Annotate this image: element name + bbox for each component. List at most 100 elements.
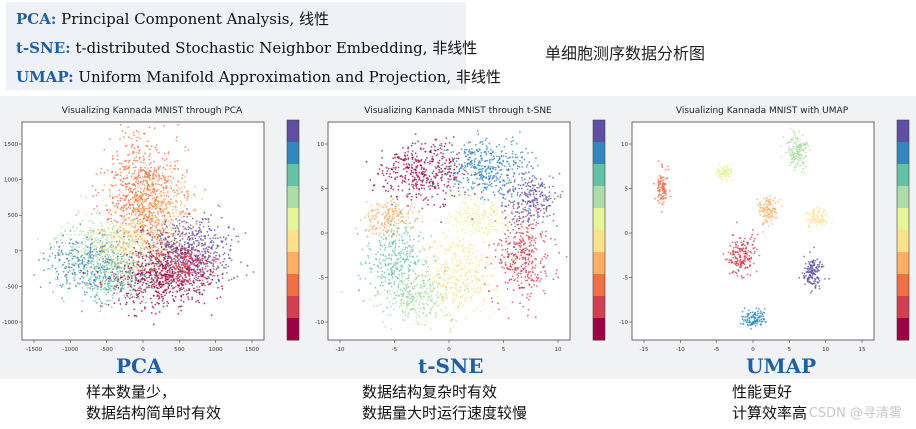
- y-tick-label: 0: [625, 231, 629, 237]
- x-tick-label: 1000: [209, 347, 223, 353]
- x-tick-label: 0: [751, 347, 755, 353]
- colorbar-segment: [897, 318, 909, 341]
- note-tsne: 数据结构复杂时有效 数据量大时运行速度较慢: [362, 382, 527, 424]
- cluster-orange: [653, 160, 672, 213]
- note-line: 数据量大时运行速度较慢: [362, 404, 528, 422]
- x-tick-label: 10: [555, 347, 562, 353]
- colorbar-segment: [593, 252, 605, 275]
- x-tick-label: 1500: [245, 347, 259, 353]
- cluster-light-green: [340, 258, 469, 333]
- plot-title: Visualizing Kannada MNIST through t-SNE: [364, 106, 552, 116]
- colorbar-frame: [896, 119, 910, 341]
- y-tick-label: 500: [8, 213, 19, 219]
- plot-title: Visualizing Kannada MNIST with UMAP: [675, 106, 849, 116]
- cluster-purple: [495, 163, 564, 236]
- x-tick-label: 5: [502, 347, 506, 353]
- definition-pca: PCA: Principal Component Analysis, 线性: [16, 10, 329, 28]
- colorbar-segment: [897, 142, 909, 165]
- colorbar-segment: [593, 208, 605, 231]
- definitions-box: PCA: Principal Component Analysis, 线性 t-…: [6, 2, 501, 90]
- x-tick-label: 10: [822, 347, 829, 353]
- cluster-yellow: [398, 202, 517, 333]
- cluster-pale: [714, 163, 734, 184]
- colorbar-segment: [593, 120, 605, 143]
- x-tick-label: -1500: [26, 347, 42, 353]
- x-tick-label: 0: [447, 347, 451, 353]
- colorbar-segment: [897, 252, 909, 275]
- x-tick-label: 500: [174, 347, 185, 353]
- colorbar-frame: [592, 119, 606, 341]
- colorbar-segment: [593, 164, 605, 187]
- cluster-teal: [52, 244, 178, 312]
- colorbar-segment: [287, 230, 299, 253]
- colorbar-segment: [287, 142, 299, 165]
- cluster-teal: [356, 205, 446, 309]
- x-tick-label: 15: [859, 347, 866, 353]
- note-line: 计算效率高: [732, 404, 808, 422]
- cluster-purple: [798, 246, 830, 294]
- colorbar-segment: [593, 274, 605, 297]
- x-tick-label: 5: [788, 347, 792, 353]
- cluster-pale: [441, 189, 532, 246]
- colorbar-segment: [897, 186, 909, 209]
- colorbar-segment: [593, 318, 605, 341]
- cluster-blue: [739, 307, 767, 330]
- colorbar-segment: [287, 318, 299, 341]
- x-tick-label: -5: [392, 347, 398, 353]
- colorbar-segment: [287, 164, 299, 187]
- y-tick-label: 1000: [4, 178, 18, 184]
- watermark: CSDN @寻清雾: [808, 406, 902, 421]
- colorbar-segment: [897, 230, 909, 253]
- y-tick-label: 10: [621, 142, 628, 148]
- cluster-blue: [424, 130, 551, 215]
- y-tick-label: -10: [315, 320, 324, 326]
- colorbar-segment: [593, 142, 605, 165]
- colorbar-segment: [897, 208, 909, 231]
- y-tick-label: 5: [625, 187, 629, 193]
- colorbar-segment: [593, 230, 605, 253]
- cluster-red: [483, 190, 568, 320]
- pca-scatter-plot: -1500 -1000 -500 0 500 1000 1500 1500 1000 500 0 -5…: [2, 119, 300, 353]
- note-line: 数据结构复杂时有效: [362, 383, 498, 401]
- cluster-red: [722, 221, 761, 279]
- colorbar-segment: [287, 296, 299, 319]
- method-label-tsne: t-SNE: [418, 354, 484, 378]
- method-label-pca: PCA: [116, 354, 163, 378]
- colorbar-segment: [287, 274, 299, 297]
- y-tick-label: 0: [15, 249, 19, 255]
- x-tick-label: 0: [141, 347, 145, 353]
- x-tick-label: -10: [336, 347, 345, 353]
- cluster-blue-left: [33, 223, 158, 313]
- colorbar-segment: [593, 186, 605, 209]
- colorbar-segment: [287, 186, 299, 209]
- y-tick-label: 10: [317, 142, 324, 148]
- plot-frame: [631, 121, 875, 341]
- cluster-light-green: [779, 127, 811, 175]
- colorbar-segment: [287, 120, 299, 143]
- y-tick-label: 5: [321, 187, 325, 193]
- definition-tsne: t-SNE: t-distributed Stochastic Neighbor…: [16, 39, 478, 57]
- cluster-light-orange: [103, 148, 203, 278]
- colorbar-segment: [287, 208, 299, 231]
- cluster-light-orange: [756, 194, 783, 233]
- cluster-red: [132, 218, 220, 294]
- cluster-yellow: [804, 207, 833, 233]
- y-tick-label: 0: [321, 231, 325, 237]
- note-umap: 性能更好 计算效率高: [732, 382, 807, 424]
- cluster-orange: [355, 198, 428, 237]
- definition-umap: UMAP: Uniform Manifold Approximation and…: [16, 68, 501, 86]
- colorbar-frame: [286, 119, 300, 341]
- y-tick-label: -10: [619, 320, 628, 326]
- header-title: 单细胞测序数据分析图: [545, 44, 706, 63]
- colorbar-segment: [287, 252, 299, 275]
- note-line: 数据结构简单时有效: [86, 404, 222, 422]
- y-tick-label: 1500: [4, 142, 18, 148]
- y-tick-label: -1000: [2, 320, 18, 326]
- cluster-dark-red: [365, 133, 492, 224]
- colorbar-segment: [897, 296, 909, 319]
- note-pca: 样本数量少， 数据结构简单时有效: [86, 382, 221, 424]
- colorbar-segment: [593, 296, 605, 319]
- colorbar-segment: [897, 274, 909, 297]
